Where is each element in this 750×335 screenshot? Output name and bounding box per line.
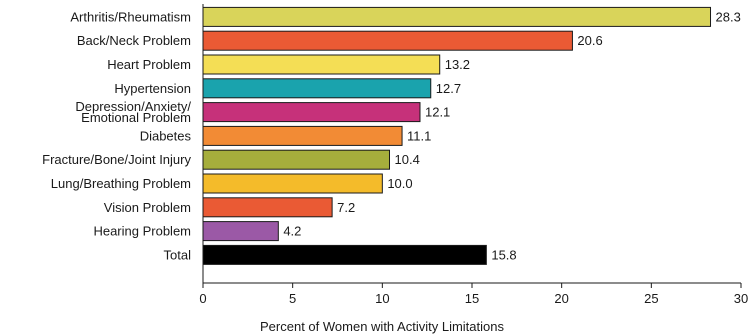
x-axis-title: Percent of Women with Activity Limitatio… — [260, 319, 504, 334]
x-axis: 0 5 10 15 20 25 30 — [199, 4, 748, 306]
value-label-8: 7.2 — [337, 200, 355, 215]
x-tick-label-0: 0 — [199, 291, 206, 306]
bars-layer — [202, 6, 712, 265]
bar-2 — [202, 54, 441, 75]
bar-1 — [202, 30, 573, 51]
category-label-5: Diabetes — [140, 128, 192, 143]
category-label-6: Fracture/Bone/Joint Injury — [42, 152, 191, 167]
bar-9 — [202, 221, 279, 242]
x-tick-label-3: 15 — [465, 291, 479, 306]
value-label-6: 10.4 — [395, 152, 420, 167]
value-label-4: 12.1 — [425, 105, 450, 120]
bar-7 — [202, 173, 383, 194]
category-label-1: Back/Neck Problem — [77, 33, 191, 48]
bar-4 — [202, 102, 421, 123]
x-tick-label-1: 5 — [289, 291, 296, 306]
category-label-9: Hearing Problem — [93, 224, 191, 239]
value-label-2: 13.2 — [445, 57, 470, 72]
x-tick-label-5: 25 — [644, 291, 658, 306]
value-label-1: 20.6 — [577, 33, 602, 48]
category-label-0: Arthritis/Rheumatism — [70, 9, 191, 24]
category-label-8: Vision Problem — [104, 200, 191, 215]
value-label-9: 4.2 — [283, 224, 301, 239]
value-labels: 28.3 20.6 13.2 12.7 12.1 11.1 10.4 10.0 7.2 4.2 15… — [283, 9, 741, 262]
bar-10 — [202, 244, 487, 265]
category-label-10: Total — [164, 247, 192, 262]
bar-6 — [202, 149, 391, 170]
bar-5 — [202, 125, 403, 146]
category-label-3: Hypertension — [114, 81, 191, 96]
category-labels: Arthritis/Rheumatism Back/Neck Problem Hea… — [42, 9, 191, 262]
value-label-10: 15.8 — [491, 247, 516, 262]
x-tick-label-2: 10 — [375, 291, 389, 306]
bar-8 — [202, 197, 333, 218]
category-label-7: Lung/Breathing Problem — [51, 176, 191, 191]
value-label-3: 12.7 — [436, 81, 461, 96]
bar-3 — [202, 78, 432, 99]
category-label-4: Depression/Anxiety/Emotional Problem — [75, 99, 191, 125]
value-label-0: 28.3 — [716, 9, 741, 24]
value-label-7: 10.0 — [387, 176, 412, 191]
value-label-5: 11.1 — [407, 128, 431, 143]
x-tick-label-6: 30 — [734, 291, 748, 306]
x-tick-label-4: 20 — [554, 291, 568, 306]
category-label-2: Heart Problem — [107, 57, 191, 72]
bar-0 — [202, 6, 712, 27]
